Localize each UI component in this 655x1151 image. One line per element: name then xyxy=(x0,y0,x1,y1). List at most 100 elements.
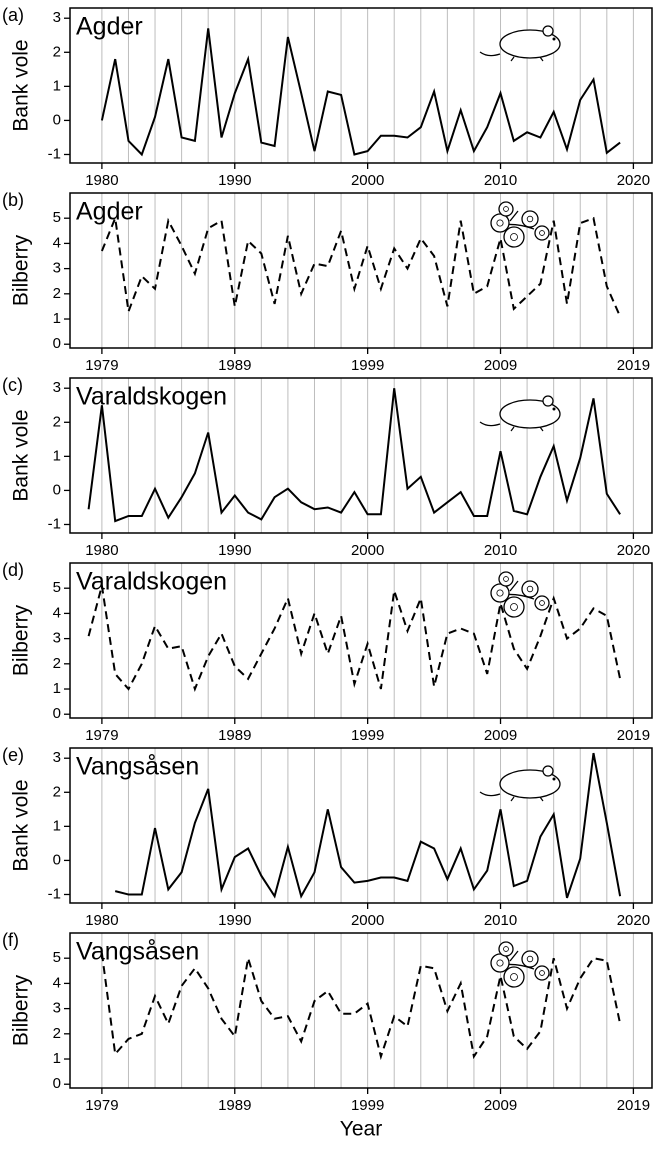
y-tick-label: 0 xyxy=(53,705,61,722)
y-tick-label: 0 xyxy=(53,335,61,352)
x-tick-label: 1980 xyxy=(85,542,118,559)
panel-title: Vangsåsen xyxy=(76,753,199,781)
data-line xyxy=(100,28,621,157)
y-tick-label: 1 xyxy=(53,1050,61,1067)
vole-tail xyxy=(479,421,501,427)
vole-eye xyxy=(552,407,556,411)
x-tick-label: 2010 xyxy=(484,912,517,929)
x-tick-label: 1979 xyxy=(85,357,118,374)
x-axis-label: Year xyxy=(340,1118,382,1141)
panel-title: Vangsåsen xyxy=(76,938,199,966)
x-tick-label: 2019 xyxy=(617,1097,650,1114)
berry-mark xyxy=(526,215,534,223)
x-tick-label: 2019 xyxy=(617,357,650,374)
x-tick-label: 1980 xyxy=(85,912,118,929)
plot-frame xyxy=(69,747,653,904)
y-tick-label: 3 xyxy=(53,9,61,26)
y-tick-label: 3 xyxy=(53,260,61,277)
vole-tail xyxy=(479,51,501,57)
y-tick-label: -1 xyxy=(48,515,61,532)
berry xyxy=(521,580,539,598)
data-line xyxy=(100,214,622,317)
y-tick-label: 1 xyxy=(53,77,61,94)
panel: 1979 1989 1999 2009 2019 0 1 2 3 4 5 Bilberry (f) Van… xyxy=(2,930,653,1141)
berry-mark xyxy=(510,603,518,611)
y-tick-label: 5 xyxy=(53,209,61,226)
data-line xyxy=(87,585,622,692)
panel-title: Agder xyxy=(76,13,143,41)
panel: 1980 1990 2000 2010 2020 -1 0 1 2 3 Bank vole (a) Ag… xyxy=(2,5,653,189)
vole-eye xyxy=(552,777,556,781)
plot-frame xyxy=(69,932,653,1089)
y-tick-label: 1 xyxy=(53,447,61,464)
x-tick-label: 1979 xyxy=(85,1097,118,1114)
vole-feet xyxy=(510,426,544,432)
data-line xyxy=(100,953,622,1061)
berry xyxy=(490,583,510,603)
panel-label: (b) xyxy=(2,190,24,210)
x-tick-label: 1990 xyxy=(218,542,251,559)
y-tick-label: 0 xyxy=(53,111,61,128)
plot-frame xyxy=(69,7,653,164)
panel-label: (e) xyxy=(2,745,24,765)
x-tick-label: 1990 xyxy=(218,912,251,929)
x-tick-label: 2019 xyxy=(617,727,650,744)
x-tick-label: 2000 xyxy=(351,172,384,189)
panel-label: (d) xyxy=(2,560,24,580)
vole-ear xyxy=(542,395,554,407)
x-tick-label: 1990 xyxy=(218,172,251,189)
plot-frame xyxy=(69,192,653,349)
x-tick-label: 1980 xyxy=(85,172,118,189)
berry xyxy=(521,210,539,228)
y-tick-label: 2 xyxy=(53,783,61,800)
y-tick-label: 3 xyxy=(53,630,61,647)
x-tick-label: 1989 xyxy=(218,727,251,744)
berry-mark xyxy=(496,589,504,597)
berry-mark xyxy=(539,970,545,976)
y-tick-label: 1 xyxy=(53,817,61,834)
y-tick-label: 4 xyxy=(53,974,61,991)
y-tick-label: 3 xyxy=(53,379,61,396)
berry-mark xyxy=(510,233,518,241)
x-tick-label: 1979 xyxy=(85,727,118,744)
y-tick-label: -1 xyxy=(48,885,61,902)
y-tick-label: 3 xyxy=(53,1000,61,1017)
panel-label: (c) xyxy=(2,375,23,395)
vole-ear xyxy=(542,25,554,37)
y-axis-label: Bilberry xyxy=(10,234,33,306)
y-tick-label: 2 xyxy=(53,413,61,430)
x-tick-label: 2020 xyxy=(617,912,650,929)
x-tick-label: 1989 xyxy=(218,357,251,374)
y-tick-label: 2 xyxy=(53,285,61,302)
panel-label: (f) xyxy=(2,930,19,950)
x-tick-label: 2009 xyxy=(484,357,517,374)
berry-mark xyxy=(539,600,545,606)
y-tick-label: 4 xyxy=(53,234,61,251)
plot-frame xyxy=(69,562,653,719)
y-tick-label: 5 xyxy=(53,579,61,596)
berry-mark xyxy=(526,585,534,593)
berry-mark xyxy=(539,230,545,236)
panel: 1980 1990 2000 2010 2020 -1 0 1 2 3 Bank vole (e) Va… xyxy=(2,745,653,929)
y-axis-label: Bank vole xyxy=(10,39,33,131)
berry xyxy=(534,965,550,981)
x-tick-label: 2020 xyxy=(617,172,650,189)
panel-title: Varaldskogen xyxy=(76,568,227,596)
berry-mark xyxy=(510,973,518,981)
vole-body xyxy=(499,29,561,59)
y-tick-label: 2 xyxy=(53,655,61,672)
x-tick-label: 2009 xyxy=(484,727,517,744)
y-axis-label: Bank vole xyxy=(10,779,33,871)
y-tick-label: 4 xyxy=(53,604,61,621)
y-tick-label: 2 xyxy=(53,1025,61,1042)
x-tick-label: 1989 xyxy=(218,1097,251,1114)
panel-title: Varaldskogen xyxy=(76,383,227,411)
berry-mark xyxy=(526,955,534,963)
panel: 1979 1989 1999 2009 2019 0 1 2 3 4 5 Bilberry (d) Var… xyxy=(2,560,653,744)
y-tick-label: 2 xyxy=(53,43,61,60)
berry xyxy=(503,226,525,248)
x-tick-label: 2000 xyxy=(351,542,384,559)
x-tick-label: 1999 xyxy=(351,357,384,374)
y-tick-label: 0 xyxy=(53,1075,61,1092)
